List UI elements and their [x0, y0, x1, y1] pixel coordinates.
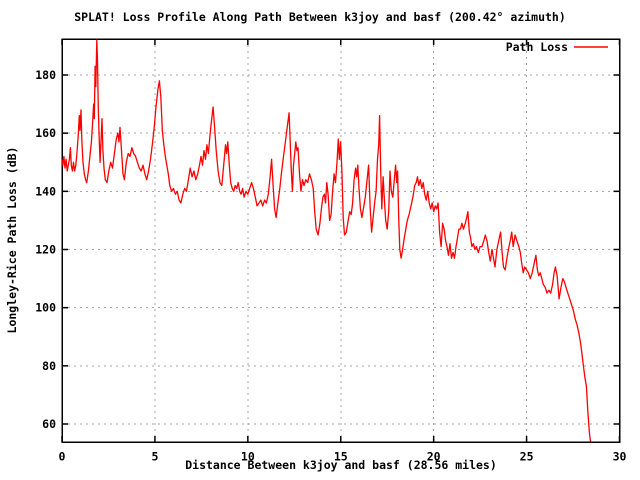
y-tick-label-180: 180 [35, 68, 56, 82]
x-tick-label-30: 30 [613, 450, 627, 464]
x-tick-label-15: 15 [334, 450, 348, 464]
y-tick-label-140: 140 [35, 184, 56, 198]
x-axis-title: Distance Between k3joy and basf (28.56 m… [185, 458, 497, 472]
x-tick-label-0: 0 [59, 450, 66, 464]
chart-title: SPLAT! Loss Profile Along Path Between k… [74, 10, 566, 24]
tick-labels: 60 80 100 120 140 160 180 0 5 10 15 20 25 30 [35, 68, 626, 463]
legend-label: Path Loss [506, 40, 568, 54]
gridlines [62, 39, 620, 442]
y-tick-label-160: 160 [35, 126, 56, 140]
plot-border [61, 38, 621, 443]
y-tick-label-80: 80 [42, 359, 56, 373]
y-tick-label-120: 120 [35, 243, 56, 257]
y-tick-label-60: 60 [42, 417, 56, 431]
path-loss-line [62, 39, 592, 442]
x-tick-label-10: 10 [241, 450, 255, 464]
y-axis-title: Longley-Rice Path Loss (dB) [5, 147, 19, 334]
y-tick-label-100: 100 [35, 301, 56, 315]
x-tick-label-25: 25 [520, 450, 534, 464]
x-tick-label-5: 5 [151, 450, 158, 464]
x-tick-label-20: 20 [427, 450, 441, 464]
